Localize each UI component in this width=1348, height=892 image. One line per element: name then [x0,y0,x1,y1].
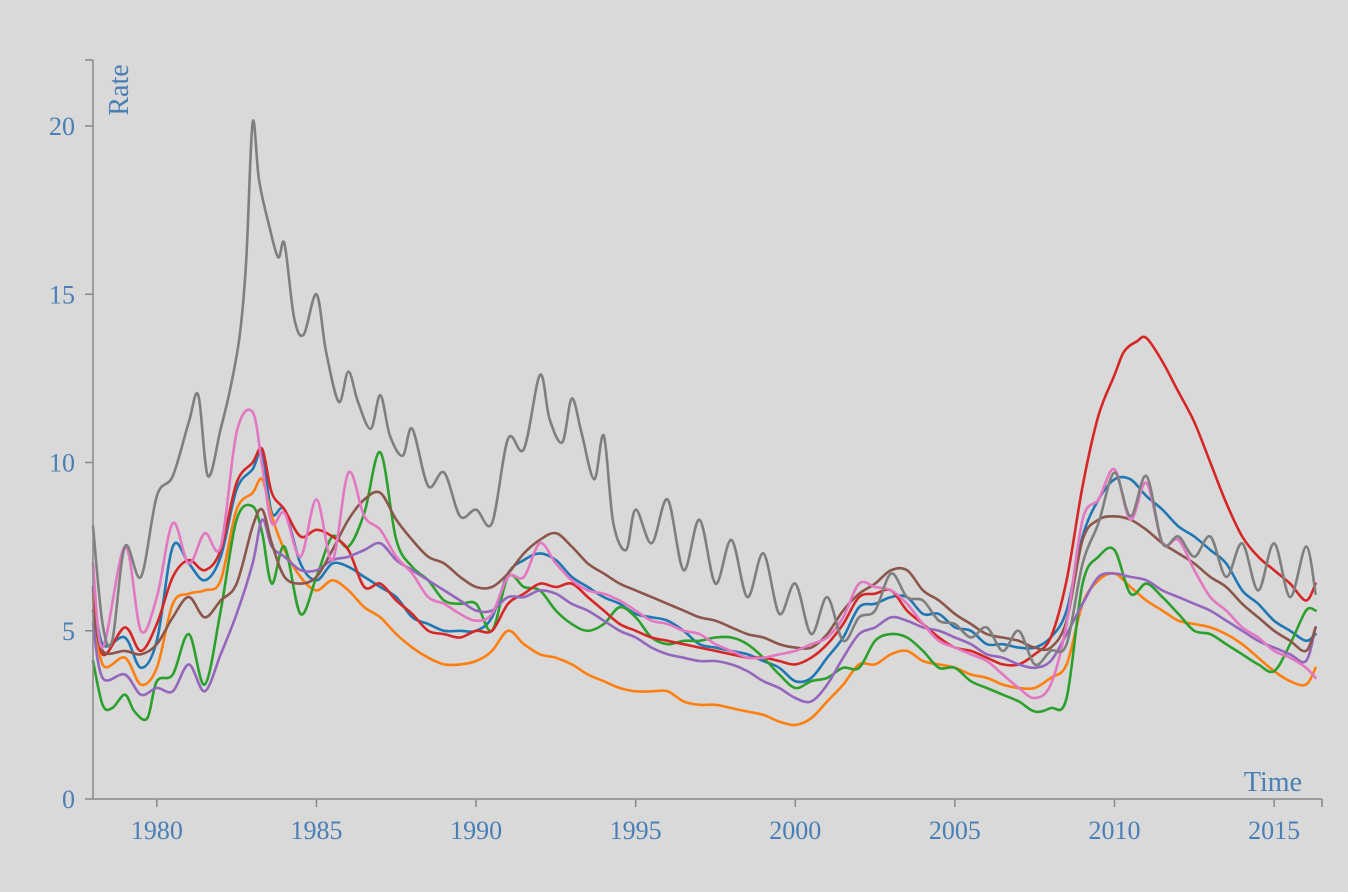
series-layer [91,119,1317,727]
x-tick-label-2005: 2005 [929,816,981,845]
y-tick-label-20: 20 [49,112,75,141]
x-tick-label-1995: 1995 [610,816,662,845]
x-tick-label-1985: 1985 [290,816,342,845]
y-tick-label-0: 0 [62,785,75,814]
series-line-8 [91,119,1317,667]
axes-layer: 0 5 10 15 20 1980 1985 1990 1995 2000 2005 2010 2015 [49,59,1323,845]
series-line-5 [91,518,1317,704]
series-line-6 [91,490,1317,656]
x-axis-title: Time [1244,767,1302,798]
series-line-7 [91,408,1317,700]
x-tick-label-2015: 2015 [1248,816,1300,845]
y-tick-label-15: 15 [49,280,75,309]
x-tick-label-2000: 2000 [769,816,821,845]
series-line-3 [91,451,1317,722]
x-tick-label-1990: 1990 [450,816,502,845]
x-tick-label-2010: 2010 [1089,816,1141,845]
y-tick-label-5: 5 [62,617,75,646]
y-axis-title: Rate [104,64,135,115]
series-line-4 [91,335,1317,667]
x-tick-label-1980: 1980 [131,816,183,845]
y-tick-label-10: 10 [49,449,75,478]
